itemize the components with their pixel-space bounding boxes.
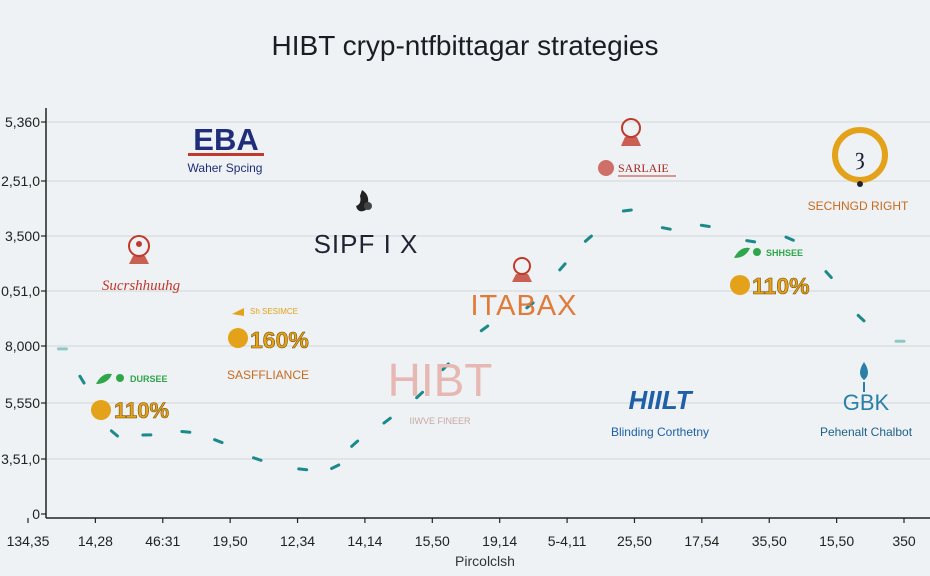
- y-tick-label: 5,360: [5, 114, 40, 130]
- annotation-sipfix: SIPF I X: [314, 190, 419, 259]
- annotation-badge-left: DURSEE 110%: [91, 373, 169, 423]
- data-point: [699, 223, 711, 228]
- data-point: [856, 313, 866, 323]
- sechngd-glyph-icon: ȝ: [855, 144, 864, 170]
- y-tick-label: 8,000: [5, 338, 40, 354]
- badge-mid-flag-icon: [232, 308, 244, 316]
- data-point: [330, 463, 341, 471]
- data-point: [745, 239, 757, 244]
- data-point: [297, 467, 309, 472]
- chart-title: HIBT cryp-ntfbittagar strategies: [271, 30, 659, 61]
- sechngd-dot-icon: [857, 181, 863, 187]
- x-tick-label: 12,34: [280, 533, 315, 549]
- seal-left-script-text: Sucrshhuuhg: [102, 278, 181, 294]
- y-tick-label: 3,51,0: [1, 451, 40, 467]
- data-point: [525, 301, 535, 310]
- data-point: [213, 438, 224, 445]
- data-point: [180, 430, 192, 434]
- y-tick-label: 2,51,0: [1, 173, 40, 189]
- data-point: [350, 439, 360, 448]
- grid-layer: [46, 121, 930, 460]
- series-layer: [56, 208, 906, 472]
- badge-left-percent: 110%: [114, 398, 169, 423]
- data-point: [558, 262, 567, 272]
- x-tick-label: 14,28: [78, 533, 113, 549]
- y-tick-label: 0,51,0: [1, 283, 40, 299]
- data-point: [109, 429, 119, 438]
- gbk-waterdrop-icon: [860, 362, 868, 392]
- itabax-emblem-icon: [512, 257, 532, 282]
- annotation-eba: EBA Waher Spcing: [188, 122, 264, 175]
- badge-right-tag: SHHSEE: [766, 248, 803, 258]
- x-tick-label: 35,50: [752, 533, 787, 549]
- badge-left-tag: DURSEE: [130, 374, 168, 384]
- x-tick-label: 350: [892, 533, 916, 549]
- sechngd-ring-icon: [832, 127, 888, 183]
- badge-mid-subtitle: SASFFLIANCE: [227, 368, 309, 382]
- badge-right-leaf-icon: [734, 247, 761, 258]
- x-tick-layer: 134,35 14,28 46:31 19,50 12,34 14,14 15,50 19,1…: [7, 518, 916, 549]
- itabax-logo-text: ITABAX: [471, 290, 578, 322]
- badge-mid-tag: Sh SESIMCE: [250, 307, 298, 316]
- x-tick-label: 46:31: [145, 533, 180, 549]
- annotation-seal-left: Sucrshhuuhg: [102, 235, 181, 294]
- eba-logo-text: EBA: [193, 122, 258, 157]
- annotation-hiilt: HIILT Blinding Corthetny: [611, 385, 709, 439]
- annotation-sarlaie: SARLAIE: [598, 118, 676, 177]
- annotation-hibt: HIBT IIWVE FINEER: [388, 354, 493, 426]
- badge-mid-percent: 160%: [250, 327, 309, 353]
- hibt-logo-text: HIBT: [388, 354, 493, 406]
- annotation-gbk: GBK Pehenalt Chalbot: [820, 362, 913, 439]
- x-tick-label: 15,50: [415, 533, 450, 549]
- gbk-subtitle: Pehenalt Chalbot: [820, 425, 913, 439]
- hiilt-subtitle: Blinding Corthetny: [611, 425, 709, 439]
- x-tick-label: 14,14: [347, 533, 382, 549]
- sarlaie-logo-text: SARLAIE: [618, 161, 669, 175]
- sipfix-logo-text: SIPF I X: [314, 229, 419, 259]
- annotation-badge-mid: Sh SESIMCE 160% SASFFLIANCE: [227, 307, 309, 382]
- data-point: [660, 226, 672, 231]
- annotation-badge-right: SHHSEE 110%: [730, 247, 810, 299]
- eba-underline: [188, 153, 264, 156]
- sechngd-label: SECHNGD RIGHT: [808, 199, 909, 213]
- eba-subtitle: Waher Spcing: [188, 161, 263, 175]
- y-tick-layer: 5,360 2,51,0 3,500 0,51,0 8,000 5,550 3,51,0 0: [1, 114, 46, 522]
- sarlaie-emblem-icon: [598, 118, 641, 176]
- x-tick-label: 19,50: [213, 533, 248, 549]
- y-tick-label: 5,550: [5, 395, 40, 411]
- x-tick-label: 17,54: [684, 533, 719, 549]
- x-tick-label: 15,50: [819, 533, 854, 549]
- data-point: [824, 270, 833, 280]
- badge-right-coin-icon: [730, 275, 750, 295]
- gbk-logo-text: GBK: [843, 390, 890, 415]
- annotation-sechngd: ȝ SECHNGD RIGHT: [808, 127, 909, 213]
- data-point: [441, 362, 450, 372]
- seal-left-emblem-icon: [128, 235, 150, 264]
- badge-mid-coin-icon: [228, 328, 248, 348]
- x-tick-label: 19,14: [482, 533, 517, 549]
- data-point: [415, 390, 425, 400]
- data-point: [479, 324, 490, 333]
- x-tick-label: 5-4,11: [548, 533, 587, 549]
- data-point: [251, 456, 263, 462]
- y-tick-label: 0: [32, 506, 40, 522]
- hiilt-logo-text: HIILT: [628, 385, 693, 415]
- data-point: [784, 235, 795, 242]
- x-axis-label: Pircolclsh: [455, 553, 515, 569]
- data-point: [621, 208, 633, 213]
- x-tick-label: 25,50: [617, 533, 652, 549]
- data-point: [78, 374, 86, 385]
- badge-left-coin-icon: [91, 400, 111, 420]
- data-point: [583, 234, 593, 243]
- data-point: [382, 416, 392, 425]
- hibt-subtitle: IIWVE FINEER: [409, 416, 471, 426]
- annotation-itabax: ITABAX: [471, 257, 578, 322]
- sipfix-bird-icon: [356, 190, 372, 212]
- x-tick-label: 134,35: [7, 533, 50, 549]
- badge-left-leaf-icon: [96, 373, 124, 384]
- badge-right-percent: 110%: [752, 273, 810, 299]
- y-tick-label: 3,500: [5, 228, 40, 244]
